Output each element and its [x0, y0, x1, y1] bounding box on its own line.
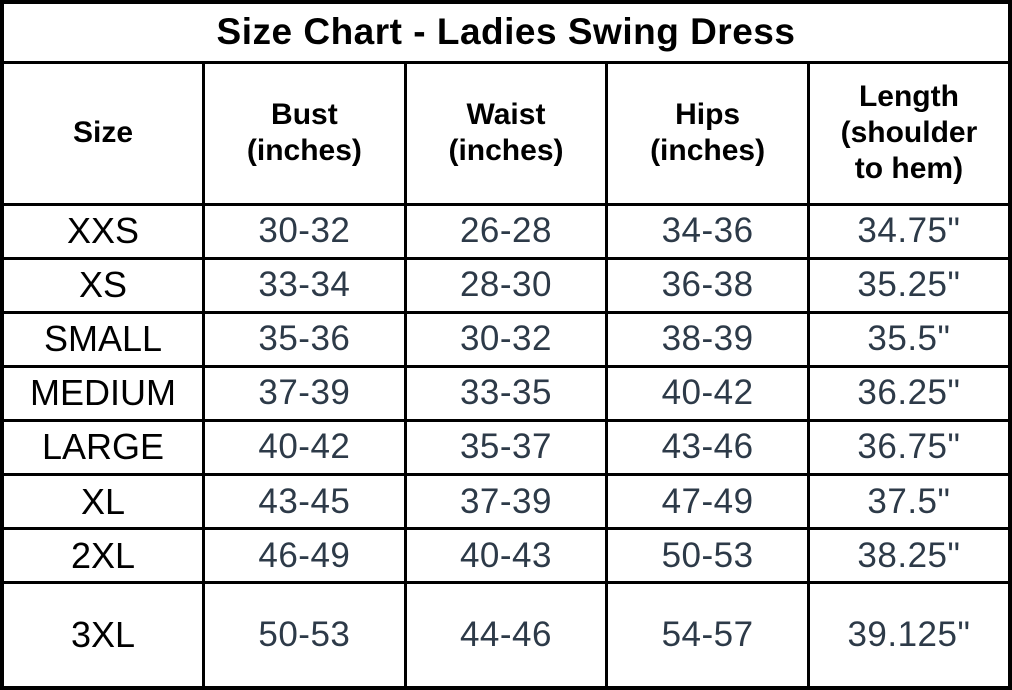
length-cell: 37.5"	[806, 473, 1012, 531]
table-row: SMALL 35-36 30-32 38-39 35.5"	[0, 310, 1012, 368]
size-cell: XS	[0, 256, 206, 314]
waist-cell: 40-43	[403, 527, 609, 585]
length-cell: 36.25"	[806, 364, 1012, 422]
length-cell: 38.25"	[806, 527, 1012, 585]
hips-cell: 54-57	[605, 581, 810, 690]
bust-cell: 35-36	[202, 310, 407, 368]
waist-cell: 26-28	[403, 202, 609, 260]
waist-cell: 35-37	[403, 418, 609, 477]
size-cell: 2XL	[0, 527, 206, 585]
table-row: XXS 30-32 26-28 34-36 34.75"	[0, 202, 1012, 260]
table-row: 3XL 50-53 44-46 54-57 39.125"	[0, 581, 1012, 690]
bust-cell: 37-39	[202, 364, 407, 422]
column-header-bust: Bust (inches)	[202, 60, 407, 206]
title-row: Size Chart - Ladies Swing Dress	[0, 0, 1012, 64]
length-cell: 35.5"	[806, 310, 1012, 368]
bust-cell: 30-32	[202, 202, 407, 260]
length-cell: 39.125"	[806, 581, 1012, 690]
size-cell: XL	[0, 473, 206, 531]
bust-cell: 46-49	[202, 527, 407, 585]
waist-cell: 37-39	[403, 473, 609, 531]
size-cell: XXS	[0, 202, 206, 260]
bust-cell: 33-34	[202, 256, 407, 314]
table-row: XS 33-34 28-30 36-38 35.25"	[0, 256, 1012, 314]
bust-cell: 43-45	[202, 473, 407, 531]
column-header-length: Length (shoulder to hem)	[806, 60, 1012, 206]
hips-cell: 43-46	[605, 418, 810, 477]
waist-cell: 28-30	[403, 256, 609, 314]
hips-cell: 40-42	[605, 364, 810, 422]
size-chart-body: XXS 30-32 26-28 34-36 34.75" XS 33-34 28-30 36-3…	[0, 202, 1012, 690]
column-header-hips: Hips (inches)	[605, 60, 810, 206]
hips-cell: 50-53	[605, 527, 810, 585]
chart-title: Size Chart - Ladies Swing Dress	[0, 0, 1012, 64]
table-row: LARGE 40-42 35-37 43-46 36.75"	[0, 418, 1012, 477]
length-cell: 36.75"	[806, 418, 1012, 477]
column-header-waist: Waist (inches)	[403, 60, 609, 206]
size-cell: MEDIUM	[0, 364, 206, 422]
column-header-size: Size	[0, 60, 206, 206]
hips-cell: 34-36	[605, 202, 810, 260]
hips-cell: 38-39	[605, 310, 810, 368]
table-row: XL 43-45 37-39 47-49 37.5"	[0, 473, 1012, 531]
column-header-row: Size Bust (inches) Waist (inches) Hips (…	[0, 60, 1012, 206]
length-cell: 34.75"	[806, 202, 1012, 260]
bust-cell: 40-42	[202, 418, 407, 477]
size-cell: 3XL	[0, 581, 206, 690]
waist-cell: 44-46	[403, 581, 609, 690]
size-cell: SMALL	[0, 310, 206, 368]
length-cell: 35.25"	[806, 256, 1012, 314]
size-cell: LARGE	[0, 418, 206, 477]
hips-cell: 36-38	[605, 256, 810, 314]
waist-cell: 30-32	[403, 310, 609, 368]
hips-cell: 47-49	[605, 473, 810, 531]
table-row: 2XL 46-49 40-43 50-53 38.25"	[0, 527, 1012, 585]
waist-cell: 33-35	[403, 364, 609, 422]
bust-cell: 50-53	[202, 581, 407, 690]
table-row: MEDIUM 37-39 33-35 40-42 36.25"	[0, 364, 1012, 422]
